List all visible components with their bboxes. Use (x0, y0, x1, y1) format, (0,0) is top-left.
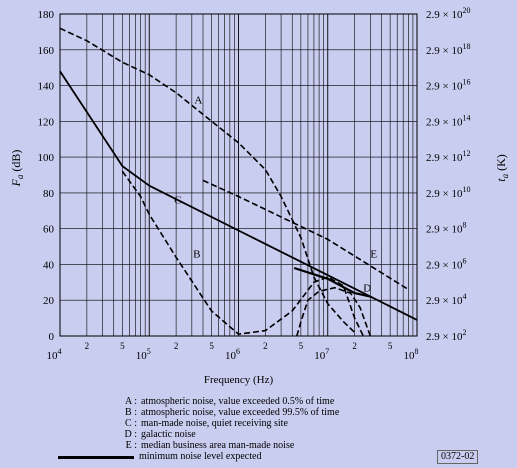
y-tick-label-right: 2.9 × 1016 (426, 78, 470, 93)
x-tick-label: 107 (314, 347, 329, 362)
y-tick-label-right: 2.9 × 1012 (426, 149, 470, 164)
series-lines: A B C D E (59, 27, 418, 337)
x-tick-label: 105 (136, 347, 151, 362)
x-tick-label: 108 (404, 347, 419, 362)
series-line-c (59, 70, 418, 321)
series-label-c: C (174, 195, 181, 207)
x-minor-tick-label: 5 (120, 341, 125, 351)
y-tick-label-left: 20 (43, 295, 55, 307)
x-tick-label: 106 (225, 347, 240, 362)
y-tick-label-right: 2.9 × 1014 (426, 113, 470, 128)
y-tick-label-right: 2.9 × 1018 (426, 42, 470, 57)
y-tick-label-right: 2.9 × 1020 (426, 6, 470, 21)
series-line-min (293, 266, 371, 298)
x-axis-title: Frequency (Hz) (204, 374, 274, 386)
y-tick-label-right: 2.9 × 106 (426, 256, 466, 271)
y-tick-label-left: 0 (49, 331, 55, 343)
series-line-d (296, 286, 372, 337)
x-minor-tick-label: 5 (299, 341, 304, 351)
series-label-a: A (194, 94, 202, 106)
y-tick-label-left: 180 (38, 9, 55, 21)
y-tick-label-left: 80 (43, 188, 55, 200)
y-tick-label-left: 40 (43, 259, 55, 271)
y-tick-label-left: 140 (38, 81, 55, 93)
x-minor-tick-label: 2 (263, 341, 268, 351)
series-line-b (121, 170, 365, 337)
y-tick-label-right: 2.9 × 1010 (426, 185, 470, 200)
x-minor-tick-label: 2 (352, 341, 357, 351)
x-minor-tick-label: 5 (209, 341, 214, 351)
y-tick-label-right: 2.9 × 108 (426, 221, 466, 236)
series-label-d: D (363, 282, 371, 294)
series-label-e: E (370, 248, 377, 260)
y-axis-title-left: Fa (dB) (9, 150, 25, 188)
x-minor-tick-label: 2 (85, 341, 90, 351)
series-line-a (59, 27, 356, 333)
series-line-e (202, 179, 409, 291)
y-tick-label-left: 100 (38, 152, 55, 164)
axis-labels: 0 20 40 60 80 100 120 140 160 180 2.9 × 102 2.9 × 1… (9, 6, 510, 386)
y-axis-title-right: ta (K) (494, 154, 510, 182)
x-minor-tick-label: 2 (174, 341, 179, 351)
plot-frame (59, 13, 418, 337)
x-tick-label: 104 (47, 347, 62, 362)
y-tick-label-left: 160 (38, 45, 55, 57)
series-label-b: B (193, 248, 200, 260)
y-tick-label-right: 2.9 × 102 (426, 328, 466, 343)
x-minor-tick-label: 5 (388, 341, 393, 351)
y-tick-label-left: 60 (43, 224, 55, 236)
y-tick-label-left: 120 (38, 116, 55, 128)
y-tick-label-right: 2.9 × 104 (426, 292, 466, 307)
